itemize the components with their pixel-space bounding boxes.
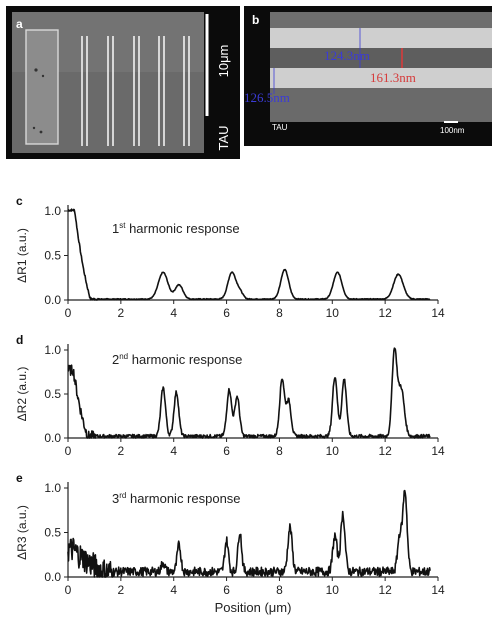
x-tick-label: 0 [65,583,72,597]
x-tick-label: 8 [276,306,283,320]
harmonic-annotation: 2nd harmonic response [112,352,242,367]
panel-label-e: e [16,471,23,485]
x-tick-label: 14 [431,444,445,458]
sample-text-a: TAU [216,125,231,150]
measure-161-label: 161.3nm [370,70,416,85]
panel-b-svg: 124.3nm 161.3nm 126.5nm TAU 100nm b [244,12,492,135]
x-tick-label: 0 [65,306,72,320]
x-tick-label: 4 [170,306,177,320]
panel-label-c: c [16,194,23,208]
scale-text-b: 100nm [440,126,465,135]
x-axis-label: Position (μm) [215,600,292,615]
y-axis-label: ΔR3 (a.u.) [15,505,29,560]
sem-b-bottom [270,88,492,122]
x-tick-label: 12 [378,444,392,458]
measure-126-label: 126.5nm [244,90,290,105]
chart-d: 0 2 4 6 8 10 12 14 0.0 0.5 1.0 ΔR2 (a.u.) d 2nd harmo… [15,333,445,458]
series-line [67,489,431,578]
chart-e: 0 2 4 6 8 10 12 14 0.0 0.5 1.0 ΔR3 (a.u.) Position (… [15,471,445,615]
sample-text-b: TAU [272,123,288,132]
y-tick-label: 1.0 [44,204,61,218]
sem-electrode-lines [81,36,190,146]
x-tick-label: 0 [65,444,72,458]
x-tick-label: 6 [223,444,230,458]
y-tick-label: 0.5 [44,526,61,540]
y-tick-label: 1.0 [44,481,61,495]
panel-label-d: d [16,333,23,347]
sem-b-top-gap [270,12,492,28]
series-line [67,347,431,439]
x-tick-label: 10 [326,306,340,320]
measure-124-label: 124.3nm [324,48,370,63]
y-tick-label: 0.0 [44,293,61,307]
x-tick-label: 8 [276,583,283,597]
sem-b-wire-lower [270,68,492,88]
sem-b-gap [270,48,492,68]
x-tick-label: 8 [276,444,283,458]
scale-text-a: 10μm [216,45,231,78]
x-tick-label: 4 [170,444,177,458]
panel-a-svg: a 10μm TAU [12,12,231,153]
x-tick-label: 12 [378,583,392,597]
y-axis-label: ΔR2 (a.u.) [15,367,29,422]
sem-b-wire-upper [270,28,492,48]
x-tick-label: 2 [118,444,125,458]
sem-contact-pad [25,29,59,145]
x-tick-label: 2 [118,583,125,597]
sem-particle [41,74,45,78]
sem-particle [32,126,36,130]
chart-c: 0 2 4 6 8 10 12 14 0.0 0.5 1.0 ΔR1 (a.u.) c 1st harmo… [15,194,445,320]
x-tick-label: 10 [326,583,340,597]
x-tick-label: 14 [431,306,445,320]
panel-a-label: a [16,17,23,31]
y-axis-label: ΔR1 (a.u.) [15,228,29,283]
y-tick-label: 0.0 [44,570,61,584]
x-tick-label: 4 [170,583,177,597]
y-tick-label: 0.5 [44,249,61,263]
x-tick-label: 10 [326,444,340,458]
x-tick-label: 2 [118,306,125,320]
series-line [67,208,431,301]
y-tick-label: 1.0 [44,343,61,357]
x-tick-label: 6 [223,306,230,320]
sem-particle [34,68,38,72]
x-tick-label: 14 [431,583,445,597]
y-tick-label: 0.5 [44,387,61,401]
harmonic-annotation: 3rd harmonic response [112,491,241,506]
x-tick-label: 12 [378,306,392,320]
harmonic-annotation: 1st harmonic response [112,221,240,236]
y-tick-label: 0.0 [44,431,61,445]
sem-particle [39,130,43,134]
x-tick-label: 6 [223,583,230,597]
panel-a-image: a 10μm TAU [6,6,240,159]
panel-b-image: 124.3nm 161.3nm 126.5nm TAU 100nm b [244,6,492,146]
panel-b-label: b [252,13,259,27]
